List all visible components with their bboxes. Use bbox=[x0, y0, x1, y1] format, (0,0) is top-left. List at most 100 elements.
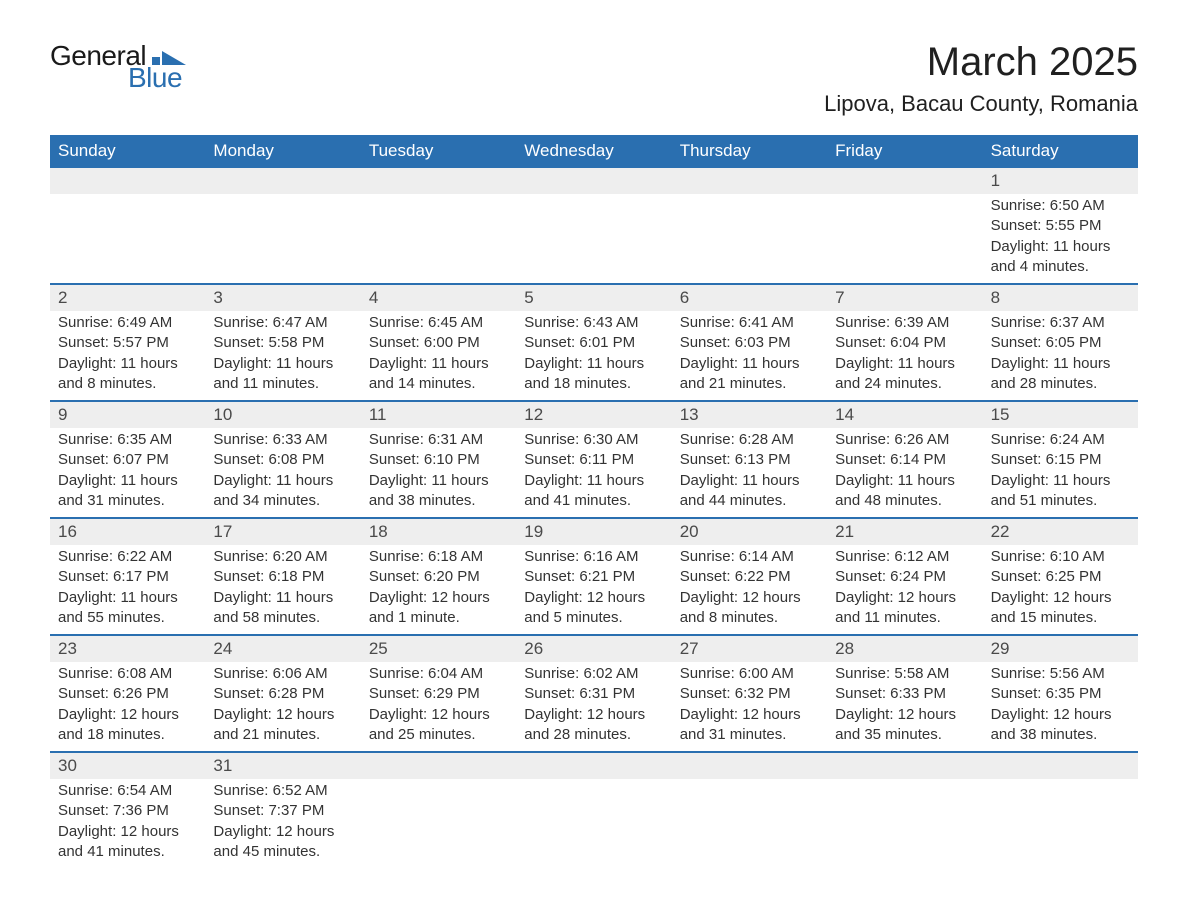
day-daylight1: Daylight: 12 hours bbox=[680, 588, 819, 608]
day-number: 22 bbox=[983, 519, 1138, 545]
weekday-label: Friday bbox=[827, 135, 982, 168]
day-sunset: Sunset: 6:01 PM bbox=[524, 333, 663, 353]
day-detail-row: Sunrise: 6:49 AMSunset: 5:57 PMDaylight:… bbox=[50, 311, 1138, 400]
day-sunrise: Sunrise: 6:06 AM bbox=[213, 664, 352, 684]
day-number bbox=[205, 168, 360, 194]
day-cell: Sunrise: 6:14 AMSunset: 6:22 PMDaylight:… bbox=[672, 545, 827, 634]
day-cell bbox=[50, 194, 205, 283]
day-sunset: Sunset: 6:32 PM bbox=[680, 684, 819, 704]
day-sunrise: Sunrise: 6:08 AM bbox=[58, 664, 197, 684]
day-cell: Sunrise: 5:58 AMSunset: 6:33 PMDaylight:… bbox=[827, 662, 982, 751]
calendar-body: 1Sunrise: 6:50 AMSunset: 5:55 PMDaylight… bbox=[50, 168, 1138, 868]
day-number: 11 bbox=[361, 402, 516, 428]
day-cell: Sunrise: 6:26 AMSunset: 6:14 PMDaylight:… bbox=[827, 428, 982, 517]
day-number-row: 16171819202122 bbox=[50, 517, 1138, 545]
day-number: 17 bbox=[205, 519, 360, 545]
day-daylight2: and 34 minutes. bbox=[213, 491, 352, 511]
day-sunset: Sunset: 7:37 PM bbox=[213, 801, 352, 821]
day-daylight2: and 38 minutes. bbox=[369, 491, 508, 511]
day-number: 4 bbox=[361, 285, 516, 311]
day-cell: Sunrise: 6:06 AMSunset: 6:28 PMDaylight:… bbox=[205, 662, 360, 751]
day-daylight1: Daylight: 12 hours bbox=[524, 588, 663, 608]
day-daylight2: and 8 minutes. bbox=[58, 374, 197, 394]
day-sunrise: Sunrise: 6:18 AM bbox=[369, 547, 508, 567]
day-sunset: Sunset: 6:17 PM bbox=[58, 567, 197, 587]
day-cell: Sunrise: 6:16 AMSunset: 6:21 PMDaylight:… bbox=[516, 545, 671, 634]
day-number bbox=[983, 753, 1138, 779]
day-cell: Sunrise: 6:49 AMSunset: 5:57 PMDaylight:… bbox=[50, 311, 205, 400]
day-daylight1: Daylight: 12 hours bbox=[835, 705, 974, 725]
day-daylight2: and 21 minutes. bbox=[680, 374, 819, 394]
day-detail-row: Sunrise: 6:35 AMSunset: 6:07 PMDaylight:… bbox=[50, 428, 1138, 517]
day-cell: Sunrise: 6:08 AMSunset: 6:26 PMDaylight:… bbox=[50, 662, 205, 751]
day-number: 27 bbox=[672, 636, 827, 662]
day-number bbox=[516, 753, 671, 779]
day-sunrise: Sunrise: 6:52 AM bbox=[213, 781, 352, 801]
day-daylight1: Daylight: 12 hours bbox=[369, 705, 508, 725]
day-daylight2: and 5 minutes. bbox=[524, 608, 663, 628]
month-title: March 2025 bbox=[824, 40, 1138, 85]
day-cell: Sunrise: 6:54 AMSunset: 7:36 PMDaylight:… bbox=[50, 779, 205, 868]
day-daylight2: and 25 minutes. bbox=[369, 725, 508, 745]
day-number: 1 bbox=[983, 168, 1138, 194]
day-number: 9 bbox=[50, 402, 205, 428]
day-sunset: Sunset: 6:11 PM bbox=[524, 450, 663, 470]
day-cell: Sunrise: 6:10 AMSunset: 6:25 PMDaylight:… bbox=[983, 545, 1138, 634]
day-daylight1: Daylight: 11 hours bbox=[524, 471, 663, 491]
day-sunset: Sunset: 6:22 PM bbox=[680, 567, 819, 587]
day-number: 28 bbox=[827, 636, 982, 662]
day-cell bbox=[827, 194, 982, 283]
day-sunset: Sunset: 6:15 PM bbox=[991, 450, 1130, 470]
day-sunset: Sunset: 5:57 PM bbox=[58, 333, 197, 353]
day-daylight1: Daylight: 11 hours bbox=[680, 354, 819, 374]
day-daylight2: and 35 minutes. bbox=[835, 725, 974, 745]
day-sunrise: Sunrise: 6:39 AM bbox=[835, 313, 974, 333]
day-daylight1: Daylight: 11 hours bbox=[213, 471, 352, 491]
day-sunrise: Sunrise: 6:31 AM bbox=[369, 430, 508, 450]
day-sunrise: Sunrise: 6:24 AM bbox=[991, 430, 1130, 450]
day-daylight2: and 44 minutes. bbox=[680, 491, 819, 511]
day-daylight2: and 31 minutes. bbox=[58, 491, 197, 511]
brand-bottom: Blue bbox=[128, 62, 182, 94]
day-sunrise: Sunrise: 6:43 AM bbox=[524, 313, 663, 333]
day-daylight1: Daylight: 11 hours bbox=[58, 354, 197, 374]
day-daylight1: Daylight: 11 hours bbox=[524, 354, 663, 374]
day-sunset: Sunset: 6:26 PM bbox=[58, 684, 197, 704]
day-sunset: Sunset: 6:25 PM bbox=[991, 567, 1130, 587]
day-sunrise: Sunrise: 6:37 AM bbox=[991, 313, 1130, 333]
day-daylight1: Daylight: 12 hours bbox=[991, 705, 1130, 725]
weekday-header: Sunday Monday Tuesday Wednesday Thursday… bbox=[50, 135, 1138, 168]
day-cell: Sunrise: 6:43 AMSunset: 6:01 PMDaylight:… bbox=[516, 311, 671, 400]
day-number: 18 bbox=[361, 519, 516, 545]
day-sunrise: Sunrise: 6:10 AM bbox=[991, 547, 1130, 567]
day-sunset: Sunset: 6:33 PM bbox=[835, 684, 974, 704]
day-sunrise: Sunrise: 6:33 AM bbox=[213, 430, 352, 450]
day-cell: Sunrise: 6:04 AMSunset: 6:29 PMDaylight:… bbox=[361, 662, 516, 751]
day-daylight1: Daylight: 11 hours bbox=[991, 237, 1130, 257]
day-cell: Sunrise: 6:20 AMSunset: 6:18 PMDaylight:… bbox=[205, 545, 360, 634]
day-daylight1: Daylight: 11 hours bbox=[680, 471, 819, 491]
day-number: 7 bbox=[827, 285, 982, 311]
day-cell bbox=[361, 194, 516, 283]
day-daylight1: Daylight: 12 hours bbox=[991, 588, 1130, 608]
day-sunrise: Sunrise: 6:30 AM bbox=[524, 430, 663, 450]
day-sunset: Sunset: 6:10 PM bbox=[369, 450, 508, 470]
day-number: 15 bbox=[983, 402, 1138, 428]
day-sunrise: Sunrise: 6:49 AM bbox=[58, 313, 197, 333]
day-sunset: Sunset: 7:36 PM bbox=[58, 801, 197, 821]
day-cell: Sunrise: 6:24 AMSunset: 6:15 PMDaylight:… bbox=[983, 428, 1138, 517]
weekday-label: Sunday bbox=[50, 135, 205, 168]
day-cell: Sunrise: 6:50 AMSunset: 5:55 PMDaylight:… bbox=[983, 194, 1138, 283]
day-cell: Sunrise: 6:31 AMSunset: 6:10 PMDaylight:… bbox=[361, 428, 516, 517]
day-daylight2: and 31 minutes. bbox=[680, 725, 819, 745]
day-number: 31 bbox=[205, 753, 360, 779]
day-sunrise: Sunrise: 6:26 AM bbox=[835, 430, 974, 450]
day-cell bbox=[361, 779, 516, 868]
day-sunrise: Sunrise: 6:14 AM bbox=[680, 547, 819, 567]
day-daylight2: and 48 minutes. bbox=[835, 491, 974, 511]
day-sunset: Sunset: 6:31 PM bbox=[524, 684, 663, 704]
brand-logo: General Blue bbox=[50, 40, 186, 94]
day-daylight1: Daylight: 12 hours bbox=[680, 705, 819, 725]
weekday-label: Monday bbox=[205, 135, 360, 168]
day-daylight2: and 28 minutes. bbox=[524, 725, 663, 745]
